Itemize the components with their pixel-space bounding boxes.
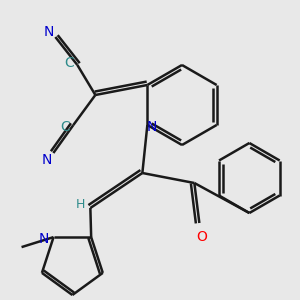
Text: N: N xyxy=(38,232,49,246)
Text: O: O xyxy=(196,230,207,244)
Text: N: N xyxy=(146,120,157,134)
Text: N: N xyxy=(43,25,53,39)
Text: N: N xyxy=(41,153,52,167)
Text: C: C xyxy=(61,120,70,134)
Text: C: C xyxy=(64,56,74,70)
Text: H: H xyxy=(76,197,85,211)
